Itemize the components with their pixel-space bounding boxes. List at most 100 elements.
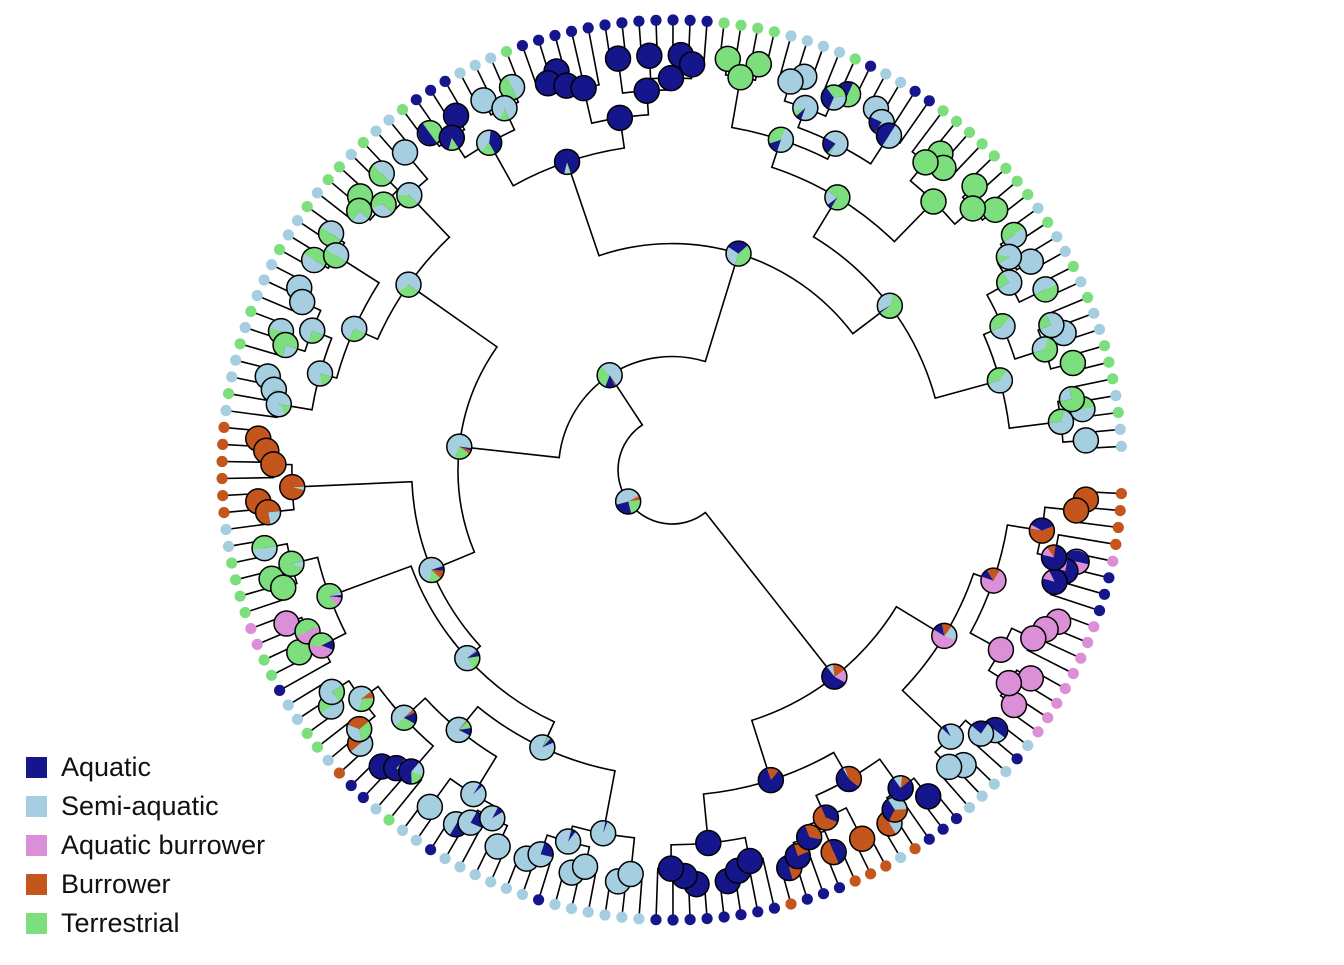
tip-state-dot (1110, 538, 1122, 551)
ancestral-state-pie-slice (828, 839, 846, 864)
ancestral-state-pie-slice (827, 197, 838, 209)
tip-state-dot (516, 888, 529, 901)
tip-state-dot (266, 259, 278, 271)
pie-outline (1032, 276, 1059, 303)
pie-outline (757, 766, 785, 794)
ancestral-state-pie (636, 43, 662, 69)
burrower-color-swatch (26, 874, 47, 895)
ancestral-state-pie-slice (411, 771, 423, 784)
ancestral-state-pie-slice (1041, 545, 1067, 571)
tip-state-dot (251, 638, 263, 651)
tip-state-dot (599, 909, 611, 921)
ancestral-state-pie-slice (448, 137, 459, 151)
ancestral-state-pie (270, 575, 296, 601)
tip-state-dot (963, 802, 976, 814)
pie-outline (887, 775, 914, 802)
ancestral-state-pie-slice (609, 375, 617, 387)
tip-state-dot (752, 906, 764, 918)
ancestral-state-pie-slice (1033, 337, 1058, 362)
ancestral-state-pie (274, 611, 300, 637)
ancestral-state-pie-slice (299, 318, 325, 343)
ancestral-state-pie-slice (882, 799, 895, 821)
tip-state-dot (516, 40, 529, 52)
pie-outline (812, 804, 840, 831)
pie-outline (820, 838, 847, 866)
ancestral-state-pie (634, 78, 660, 104)
tip-state-dot (1107, 555, 1119, 567)
ancestral-state-pie (982, 197, 1008, 223)
ancestral-state-pie-slice (991, 316, 1016, 339)
ancestral-state-pie-slice (931, 629, 957, 649)
tip-state-dot (565, 25, 578, 37)
ancestral-state-pie-slice (319, 679, 343, 705)
tip-state-dot (1011, 753, 1023, 765)
ancestral-state-pie-slice (941, 725, 951, 737)
pie-outline (1020, 625, 1047, 652)
pie-outline (792, 94, 819, 122)
pie-outline (418, 556, 445, 584)
tip-state-dot (1103, 572, 1115, 584)
ancestral-state-pie-slice (827, 184, 850, 210)
tip-state-dot (1022, 739, 1034, 752)
tip-state-dot (817, 888, 830, 900)
pie-outline (987, 636, 1015, 663)
ancestral-state-pie-slice (1048, 410, 1074, 435)
ancestral-state-pie-slice (476, 130, 491, 152)
pie-outline (316, 582, 343, 610)
tip-state-dot (454, 67, 466, 79)
ancestral-state-pie-slice (252, 545, 278, 561)
ancestral-state-pie-slice (980, 570, 1006, 594)
tip-state-dot (1059, 683, 1071, 695)
pie-outline (989, 313, 1016, 340)
ancestral-state-pie (1018, 249, 1044, 275)
ancestral-state-pie-slice (985, 718, 1008, 738)
tree-edge (459, 374, 611, 459)
tip-state-dot (684, 14, 696, 26)
pie-outline (1058, 385, 1086, 413)
tip-state-dot (909, 843, 921, 855)
tip-state-dot (633, 15, 645, 27)
tip-state-dot (357, 136, 369, 149)
ancestral-state-pie-slice (998, 270, 1022, 296)
tip-state-dot (454, 861, 466, 873)
ancestral-state-pie (962, 173, 988, 199)
pie-outline (725, 240, 752, 267)
pie-outline (606, 104, 634, 132)
pie-outline (491, 95, 518, 122)
ancestral-state-pie-slice (813, 806, 838, 830)
pie-outline (445, 716, 473, 744)
tip-state-dot (217, 438, 229, 450)
tip-state-dot (785, 898, 797, 910)
ancestral-state-pie-slice (590, 820, 616, 846)
tip-state-dot (216, 455, 228, 468)
tip-state-dot (216, 472, 228, 485)
pie-outline (636, 42, 663, 69)
ancestral-state-pie-slice (419, 557, 444, 583)
tip-state-dot (950, 115, 963, 127)
ancestral-state-pie-slice (352, 210, 369, 224)
ancestral-state-pie-slice (777, 128, 794, 153)
ancestral-state-pie-slice (443, 811, 463, 835)
tip-state-dot (937, 105, 949, 117)
pie-outline (279, 473, 306, 501)
tip-state-dot (1115, 440, 1127, 452)
pie-outline (294, 618, 321, 645)
ancestral-state-pie (777, 69, 803, 95)
ancestral-state-pie-slice (320, 373, 333, 386)
tip-state-dot (234, 338, 246, 350)
tree-edge (407, 194, 451, 286)
ancestral-state-pie-slice (341, 316, 367, 340)
tip-state-dot (923, 95, 935, 107)
terrestrial-color-swatch (26, 913, 47, 934)
tip-state-dot (1051, 231, 1063, 243)
ancestral-state-pie-slice (431, 566, 445, 571)
pie-outline (986, 367, 1014, 394)
legend-label-aquatic-burrower: Aquatic burrower (61, 830, 266, 860)
tip-state-dot (396, 824, 409, 837)
pie-outline (876, 292, 904, 319)
ancestral-state-pie-slice (834, 669, 847, 683)
ancestral-state-pie-slice (320, 221, 344, 241)
tip-state-dot (1107, 373, 1119, 385)
tip-state-dot (1011, 175, 1023, 187)
ancestral-state-pie-slice (529, 734, 555, 760)
